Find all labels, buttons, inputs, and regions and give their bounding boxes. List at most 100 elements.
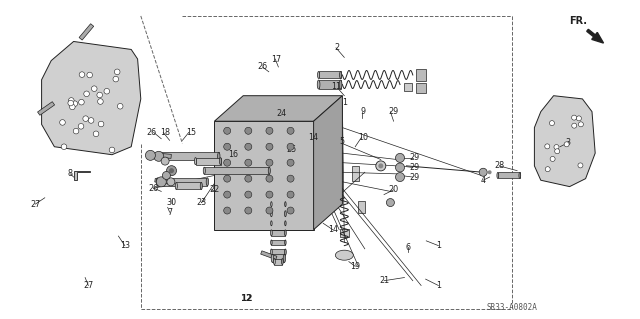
Circle shape — [579, 122, 584, 127]
Text: 26: 26 — [257, 63, 268, 71]
Text: 29: 29 — [388, 107, 399, 116]
Circle shape — [99, 121, 104, 127]
Text: FR.: FR. — [570, 16, 588, 26]
Polygon shape — [534, 96, 595, 187]
Circle shape — [488, 170, 492, 174]
Circle shape — [378, 163, 383, 168]
Circle shape — [60, 120, 65, 125]
Text: 15: 15 — [186, 128, 196, 137]
Circle shape — [109, 147, 115, 153]
Polygon shape — [155, 153, 172, 158]
Circle shape — [97, 92, 102, 98]
Circle shape — [266, 207, 273, 214]
Polygon shape — [214, 121, 314, 230]
Circle shape — [70, 104, 75, 110]
Circle shape — [245, 159, 252, 166]
Text: 11: 11 — [332, 82, 342, 91]
Text: SR33-A0802A: SR33-A0802A — [486, 303, 537, 312]
Circle shape — [104, 88, 109, 94]
Circle shape — [578, 163, 583, 168]
Circle shape — [287, 127, 294, 134]
Circle shape — [163, 171, 170, 180]
Ellipse shape — [271, 230, 272, 236]
Bar — [159, 152, 219, 160]
Circle shape — [224, 191, 230, 198]
Circle shape — [245, 207, 252, 214]
Bar — [271, 202, 285, 207]
Bar — [498, 173, 520, 178]
Circle shape — [287, 159, 294, 166]
Text: 17: 17 — [271, 55, 282, 63]
Ellipse shape — [271, 249, 272, 255]
Ellipse shape — [157, 152, 160, 160]
Ellipse shape — [285, 221, 286, 226]
Circle shape — [161, 157, 169, 165]
Circle shape — [87, 72, 92, 78]
Ellipse shape — [339, 80, 342, 89]
Ellipse shape — [497, 173, 499, 178]
Circle shape — [167, 178, 175, 186]
Text: 29: 29 — [410, 163, 420, 172]
Circle shape — [83, 116, 88, 122]
Circle shape — [154, 151, 164, 161]
Ellipse shape — [268, 167, 270, 174]
Circle shape — [224, 207, 230, 214]
Bar — [358, 201, 365, 213]
Ellipse shape — [271, 221, 272, 226]
Circle shape — [550, 156, 555, 161]
Text: 12: 12 — [240, 294, 253, 303]
Text: 10: 10 — [358, 133, 368, 142]
Text: 23: 23 — [196, 198, 207, 207]
Text: 25: 25 — [286, 145, 296, 154]
Bar — [289, 151, 294, 191]
Bar — [404, 83, 412, 91]
Text: 16: 16 — [228, 150, 239, 159]
Circle shape — [287, 143, 294, 150]
Circle shape — [88, 118, 94, 123]
Circle shape — [545, 167, 550, 172]
Text: 14: 14 — [308, 133, 319, 142]
Ellipse shape — [282, 259, 284, 264]
Text: 13: 13 — [120, 241, 130, 250]
Text: 3: 3 — [566, 138, 571, 147]
Circle shape — [287, 207, 294, 214]
Bar — [352, 166, 358, 182]
Bar — [157, 178, 207, 186]
Ellipse shape — [335, 250, 353, 260]
Text: 27: 27 — [30, 200, 40, 209]
Bar — [271, 240, 285, 245]
Circle shape — [577, 116, 581, 121]
Ellipse shape — [273, 259, 275, 264]
Bar — [319, 71, 340, 78]
Circle shape — [245, 127, 252, 134]
Ellipse shape — [206, 178, 209, 186]
Text: 29: 29 — [410, 153, 420, 162]
Circle shape — [68, 100, 74, 106]
Circle shape — [115, 69, 120, 75]
Circle shape — [396, 163, 404, 172]
Ellipse shape — [204, 167, 205, 174]
Ellipse shape — [285, 240, 286, 245]
Ellipse shape — [285, 202, 286, 207]
Circle shape — [79, 99, 84, 105]
Ellipse shape — [271, 202, 272, 207]
Polygon shape — [155, 179, 169, 184]
Ellipse shape — [271, 240, 272, 245]
Ellipse shape — [271, 254, 274, 263]
Ellipse shape — [195, 158, 196, 165]
Bar — [204, 167, 269, 174]
Text: 26: 26 — [147, 128, 157, 137]
Ellipse shape — [285, 249, 286, 255]
Circle shape — [169, 168, 174, 173]
Circle shape — [555, 149, 560, 154]
Bar — [273, 254, 284, 263]
Text: 5: 5 — [340, 137, 345, 146]
Circle shape — [245, 191, 252, 198]
Circle shape — [245, 175, 252, 182]
Text: 1: 1 — [436, 281, 441, 290]
Circle shape — [266, 127, 273, 134]
Circle shape — [479, 168, 487, 176]
Ellipse shape — [283, 254, 285, 263]
Circle shape — [545, 144, 550, 149]
Circle shape — [287, 191, 294, 198]
